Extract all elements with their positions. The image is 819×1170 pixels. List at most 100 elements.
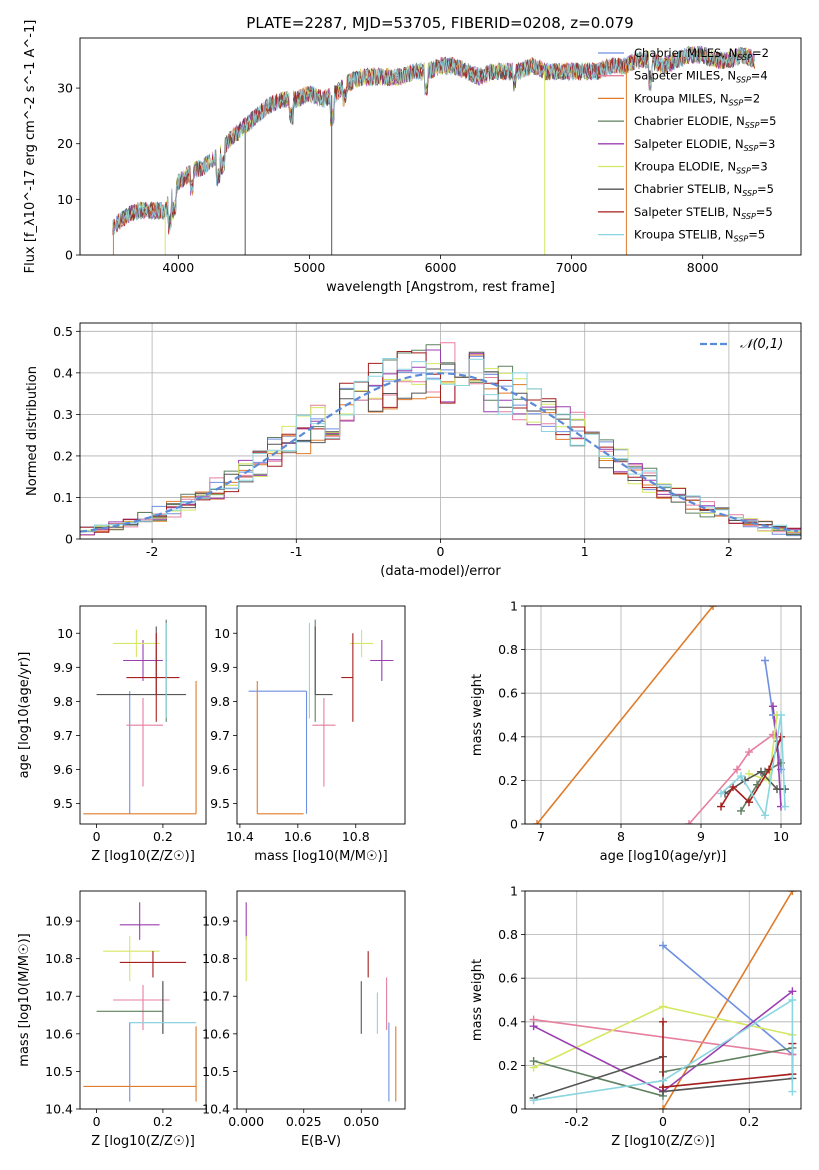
y-tick-label: 10 bbox=[57, 192, 73, 207]
legend-label-salpeter-miles: Salpeter MILES, NSSP=4 bbox=[634, 69, 768, 85]
data-point bbox=[717, 789, 725, 798]
data-point bbox=[745, 769, 753, 778]
x-tick-label: 0 bbox=[437, 544, 445, 559]
errorbar-salpeter-elodie bbox=[119, 902, 160, 940]
y-tick-label: 9.7 bbox=[53, 728, 73, 743]
data-point bbox=[733, 765, 741, 774]
x-tick-label: 0 bbox=[659, 1114, 667, 1129]
legend-label-chabrier-miles: Chabrier MILES, NSSP=2 bbox=[634, 46, 769, 62]
errorbar-chabrier-stelib bbox=[314, 626, 333, 696]
data-point bbox=[761, 811, 769, 820]
data-point bbox=[745, 798, 753, 807]
errorbar-chabrier-miles bbox=[248, 690, 308, 814]
data-point bbox=[737, 772, 745, 781]
data-point bbox=[788, 996, 797, 1004]
y-axis-label: Normed distribution bbox=[25, 366, 40, 496]
axes-frame bbox=[79, 605, 207, 825]
y-tick-label: 0 bbox=[65, 532, 73, 547]
legend-label-salpeter-elodie: Salpeter ELODIE, NSSP=3 bbox=[634, 137, 775, 153]
y-tick-label: 10.8 bbox=[202, 951, 230, 966]
y-tick-label: 10 bbox=[57, 626, 73, 641]
y-tick-label: 0 bbox=[510, 817, 518, 832]
errorbar-kroupa-miles bbox=[256, 680, 304, 815]
errorbar-kroupa-elodie bbox=[113, 629, 160, 658]
panel-massweight-vs-age: 7 8 9 10 0 0.2 0.4 0.6 0.8 1 age [log10(age/yr)] ma… bbox=[470, 599, 802, 864]
y-tick-label: 0.3 bbox=[53, 407, 73, 422]
y-tick-label: 10.6 bbox=[202, 1026, 230, 1041]
x-tick-label: -2 bbox=[146, 544, 158, 559]
y-tick-label: 0.6 bbox=[498, 971, 518, 986]
series-salpeter-stelib bbox=[717, 732, 785, 811]
errorbar-salpeter-stelib bbox=[119, 951, 187, 978]
y-tick-label: 9.6 bbox=[53, 762, 73, 777]
x-tick-label: 0.2 bbox=[153, 829, 173, 844]
x-tick-label: 0 bbox=[93, 829, 101, 844]
errorbar-kroupa-elodie bbox=[349, 629, 374, 658]
y-axis-label: Flux [f_λ10^-17 erg cm^-2 s^-1 A^-1] bbox=[23, 20, 38, 274]
legend-label-salpeter-stelib: Salpeter STELIB, NSSP=5 bbox=[634, 205, 773, 221]
axes-frame bbox=[79, 890, 207, 1110]
panel-spectrum: 4000 5000 6000 7000 8000 0 10 20 30 wavelength [A… bbox=[23, 20, 802, 295]
y-tick-label: 0.4 bbox=[498, 729, 518, 744]
legend-label-chabrier-stelib: Chabrier STELIB, NSSP=5 bbox=[634, 182, 774, 198]
y-tick-label: 0.1 bbox=[53, 490, 73, 505]
series-line bbox=[662, 944, 793, 1056]
errorbar-salpeter-miles bbox=[312, 697, 336, 787]
axes-frame bbox=[236, 605, 406, 825]
data-point bbox=[777, 732, 785, 741]
legend-label-kroupa-miles: Kroupa MILES, NSSP=2 bbox=[634, 91, 760, 107]
errorbar-kroupa-miles bbox=[83, 1026, 197, 1102]
data-point bbox=[659, 1002, 667, 1011]
axes-frame bbox=[79, 37, 802, 256]
y-tick-label: 1 bbox=[510, 599, 518, 614]
panel-mass-vs-Z: 0 0.2 10.4 10.5 10.6 10.7 10.8 10.9 Z [log10(Z/Z… bbox=[17, 890, 207, 1149]
x-tick-label: 7000 bbox=[556, 260, 588, 275]
series-line bbox=[536, 606, 714, 824]
y-tick-label: 10.5 bbox=[202, 1064, 230, 1079]
data-point bbox=[529, 1096, 538, 1105]
series-kroupa-stelib bbox=[112, 46, 755, 235]
errorbar-salpeter-miles bbox=[113, 984, 170, 1031]
x-tick-label: -1 bbox=[290, 544, 302, 559]
y-tick-label: 0.4 bbox=[53, 365, 73, 380]
data-point bbox=[729, 782, 737, 791]
y-tick-label: 0 bbox=[65, 248, 73, 263]
x-tick-label: 0.000 bbox=[228, 1114, 264, 1129]
y-tick-label: 9.8 bbox=[210, 694, 230, 709]
y-tick-label: 9.5 bbox=[210, 796, 230, 811]
data-point bbox=[788, 1087, 797, 1096]
x-axis-label: E(B-V) bbox=[301, 1134, 341, 1149]
y-tick-label: 9.5 bbox=[53, 796, 73, 811]
x-axis-label: age [log10(age/yr)] bbox=[600, 849, 727, 864]
x-tick-label: 10.6 bbox=[284, 829, 312, 844]
series-kroupa-stelib bbox=[717, 711, 789, 820]
y-tick-label: 10.9 bbox=[45, 914, 73, 929]
y-tick-label: 9.6 bbox=[210, 762, 230, 777]
x-tick-label: -0.2 bbox=[565, 1114, 589, 1129]
errorbar-salpeter-stelib bbox=[126, 633, 180, 722]
x-tick-label: 0.050 bbox=[343, 1114, 379, 1129]
y-tick-label: 30 bbox=[57, 81, 73, 96]
data-point bbox=[757, 767, 765, 776]
errorbar-kroupa-miles bbox=[83, 680, 197, 815]
data-point bbox=[659, 941, 667, 950]
y-tick-label: 10.9 bbox=[202, 914, 230, 929]
series-salpeter-stelib bbox=[112, 45, 755, 235]
y-tick-label: 10.4 bbox=[202, 1102, 230, 1117]
y-tick-label: 10.6 bbox=[45, 1026, 73, 1041]
y-tick-label: 0.8 bbox=[498, 642, 518, 657]
x-tick-label: 8000 bbox=[687, 260, 719, 275]
data-point bbox=[773, 785, 781, 794]
x-tick-label: 10.4 bbox=[226, 829, 254, 844]
series-kroupa-stelib bbox=[529, 996, 797, 1105]
x-axis-label: Z [log10(Z/Z☉)] bbox=[91, 849, 195, 864]
data-point bbox=[737, 806, 745, 815]
legend-label-kroupa-stelib: Kroupa STELIB, NSSP=5 bbox=[634, 228, 765, 244]
series-line bbox=[533, 998, 794, 1102]
y-tick-label: 10.5 bbox=[45, 1064, 73, 1079]
x-tick-label: 0.2 bbox=[153, 1114, 173, 1129]
hist-salpeter-stelib bbox=[80, 351, 801, 533]
x-tick-label: 0.2 bbox=[739, 1114, 759, 1129]
x-tick-label: 8 bbox=[617, 829, 625, 844]
